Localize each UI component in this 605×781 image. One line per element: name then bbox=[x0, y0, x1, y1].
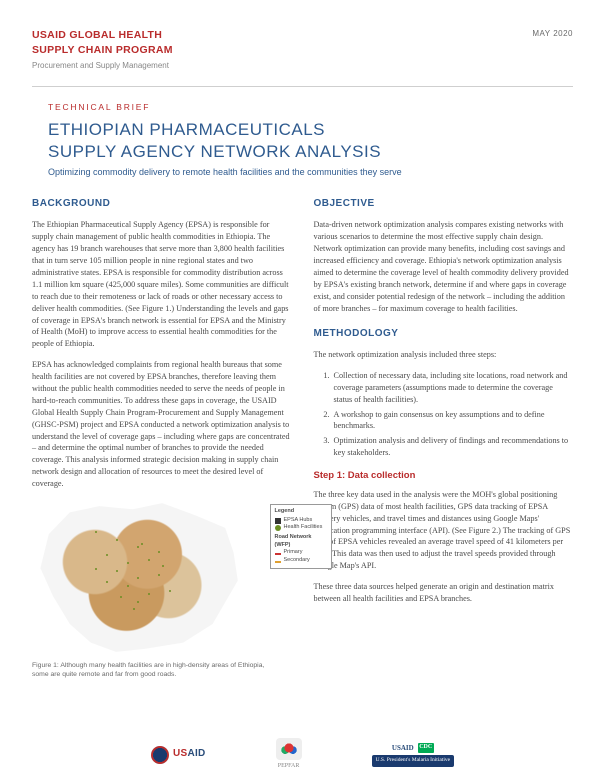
background-para-2: EPSA has acknowledged complaints from re… bbox=[32, 359, 292, 490]
title-line1: ETHIOPIAN PHARMACEUTICALS bbox=[48, 119, 573, 140]
two-column-layout: BACKGROUND The Ethiopian Pharmaceutical … bbox=[32, 197, 573, 679]
legend-label: Primary bbox=[284, 549, 303, 557]
title-line2: SUPPLY AGENCY NETWORK ANALYSIS bbox=[48, 141, 573, 162]
document-subtitle: Optimizing commodity delivery to remote … bbox=[48, 166, 573, 179]
legend-label: Health Facilities bbox=[284, 524, 323, 532]
header-rule bbox=[32, 86, 573, 87]
legend-road-title: Road Network (WFP) bbox=[275, 534, 327, 549]
heading-objective: OBJECTIVE bbox=[314, 197, 574, 212]
usaid-wordmark: USUSAIDAID bbox=[173, 747, 206, 762]
org-block: USAID GLOBAL HEALTH SUPPLY CHAIN PROGRAM… bbox=[32, 28, 173, 72]
methodology-steps: Collection of necessary data, including … bbox=[332, 370, 574, 459]
step-1: Collection of necessary data, including … bbox=[332, 370, 574, 406]
pepfar-badge-icon bbox=[276, 738, 302, 760]
org-name-line1: USAID GLOBAL HEALTH bbox=[32, 28, 173, 43]
step1-para-b: These three data sources helped generate… bbox=[314, 581, 574, 605]
mini-usaid-icon: USAID bbox=[392, 743, 414, 753]
pmi-top-row: USAID CDC bbox=[372, 743, 454, 753]
legend-swatch-hubs bbox=[275, 518, 281, 524]
objective-para: Data-driven network optimization analysi… bbox=[314, 219, 574, 314]
heading-step1: Step 1: Data collection bbox=[314, 469, 574, 483]
background-para-1: The Ethiopian Pharmaceutical Supply Agen… bbox=[32, 219, 292, 350]
legend-swatch-facilities bbox=[275, 525, 281, 531]
heading-methodology: METHODOLOGY bbox=[314, 327, 574, 342]
figure-1-caption: Figure 1: Although many health facilitie… bbox=[32, 661, 272, 679]
legend-title: Legend bbox=[275, 508, 327, 516]
kicker: TECHNICAL BRIEF bbox=[48, 101, 573, 113]
map-legend: Legend EPSA Hubs Health Facilities Road … bbox=[270, 504, 332, 569]
org-subtitle: Procurement and Supply Management bbox=[32, 60, 173, 72]
ethiopia-map bbox=[32, 500, 242, 655]
org-name-line2: SUPPLY CHAIN PROGRAM bbox=[32, 43, 173, 58]
cdc-badge: CDC bbox=[418, 743, 434, 753]
usaid-logo: USUSAIDAID bbox=[151, 746, 206, 764]
right-column: OBJECTIVE Data-driven network optimizati… bbox=[314, 197, 574, 679]
legend-item-hubs: EPSA Hubs bbox=[275, 517, 327, 525]
pmi-logo-block: USAID CDC U.S. President's Malaria Initi… bbox=[372, 743, 454, 767]
methodology-intro: The network optimization analysis includ… bbox=[314, 349, 574, 361]
legend-swatch-primary bbox=[275, 553, 281, 555]
pepfar-logo: PEPFAR bbox=[276, 738, 302, 771]
issue-date: MAY 2020 bbox=[532, 28, 573, 40]
step-3: Optimization analysis and delivery of fi… bbox=[332, 435, 574, 459]
document-title: ETHIOPIAN PHARMACEUTICALS SUPPLY AGENCY … bbox=[48, 119, 573, 162]
step-2: A workshop to gain consensus on key assu… bbox=[332, 409, 574, 433]
map-facility-dots bbox=[32, 500, 242, 655]
legend-label: EPSA Hubs bbox=[284, 517, 313, 525]
pmi-label: U.S. President's Malaria Initiative bbox=[372, 755, 454, 767]
step1-para-a: The three key data used in the analysis … bbox=[314, 489, 574, 572]
figure-1: Legend EPSA Hubs Health Facilities Road … bbox=[32, 500, 292, 679]
footer-logos: USUSAIDAID PEPFAR USAID CDC U.S. Preside… bbox=[0, 738, 605, 771]
page-header: USAID GLOBAL HEALTH SUPPLY CHAIN PROGRAM… bbox=[32, 28, 573, 72]
legend-item-facilities: Health Facilities bbox=[275, 524, 327, 532]
usaid-seal-icon bbox=[151, 746, 169, 764]
left-column: BACKGROUND The Ethiopian Pharmaceutical … bbox=[32, 197, 292, 679]
legend-item-primary: Primary bbox=[275, 549, 327, 557]
legend-swatch-secondary bbox=[275, 561, 281, 563]
heading-background: BACKGROUND bbox=[32, 197, 292, 212]
pepfar-label: PEPFAR bbox=[276, 762, 302, 771]
legend-item-secondary: Secondary bbox=[275, 557, 327, 565]
legend-label: Secondary bbox=[284, 557, 310, 565]
